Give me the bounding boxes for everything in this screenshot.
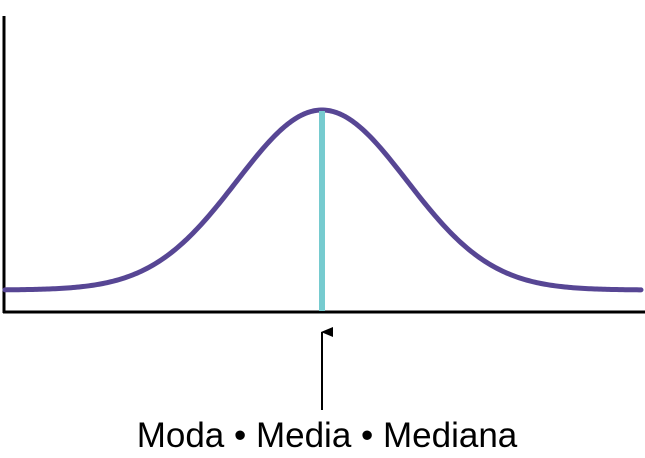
bell-curve [2,107,644,293]
caption-label: Moda • Media • Mediana [137,416,518,455]
